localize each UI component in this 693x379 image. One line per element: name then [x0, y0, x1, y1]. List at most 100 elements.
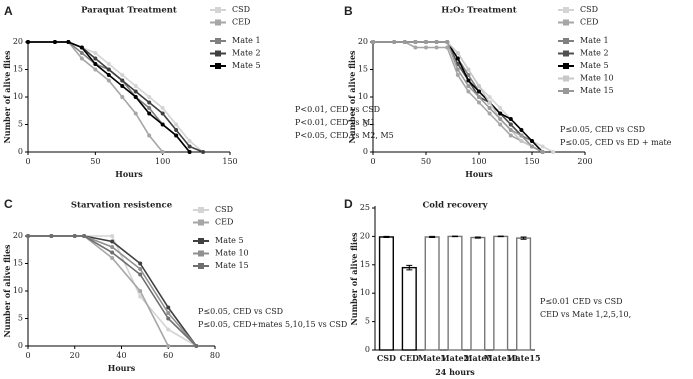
point: [160, 122, 165, 127]
point: [93, 67, 98, 72]
point: [540, 150, 545, 154]
legend-label: CED: [232, 18, 250, 27]
point: [26, 40, 30, 44]
series-line: [28, 41, 191, 153]
point: [166, 311, 171, 315]
point: [93, 56, 98, 61]
panel-label: D: [344, 197, 353, 211]
legend-marker: [563, 38, 569, 44]
legend-marker: [198, 263, 204, 269]
point: [93, 51, 98, 55]
point: [120, 95, 125, 99]
legend-marker: [563, 88, 569, 94]
bar: [424, 236, 440, 351]
panel-label: A: [4, 4, 13, 18]
legend-label: Mate 15: [215, 261, 249, 270]
x-tick-label: 150: [222, 157, 237, 166]
x-axis-label: Hours: [115, 169, 143, 179]
point: [445, 40, 450, 44]
x-tick-label: 100: [471, 157, 486, 166]
y-tick-label: 0: [365, 345, 370, 354]
x-tick-label: 0: [370, 157, 375, 166]
x-tick-label: Mate2: [441, 353, 469, 363]
y-tick-label: 0: [363, 147, 368, 156]
legend-marker: [215, 19, 221, 26]
error-bar: [383, 235, 390, 239]
point: [508, 133, 513, 138]
y-tick-label: 10: [360, 288, 370, 297]
legend-label: Mate 5: [580, 61, 609, 70]
annotation: P<0.05, CED vs M2, M5: [295, 131, 394, 140]
point: [138, 261, 143, 266]
legend-label: CSD: [580, 5, 598, 14]
x-tick-label: 80: [210, 351, 220, 360]
series-line: [373, 41, 543, 153]
point: [106, 62, 111, 66]
y-tick-label: 10: [13, 92, 23, 101]
point: [498, 111, 503, 116]
x-tick-label: 0: [25, 157, 30, 166]
point: [530, 144, 534, 149]
point: [66, 40, 71, 44]
point: [477, 95, 481, 99]
x-tick-label: Mate5: [464, 353, 492, 363]
annotation: P≤0.05, CED vs CSD: [198, 307, 283, 316]
annotation: P<0.01, CED vs M1: [295, 118, 375, 127]
x-tick-label: CSD: [377, 353, 396, 363]
y-axis-label: Number of alive flies: [347, 50, 357, 144]
x-tick-label: 200: [577, 157, 592, 166]
x-tick-label: 20: [70, 351, 80, 360]
chart-title: Cold recovery: [422, 201, 488, 211]
point: [424, 45, 428, 50]
point: [174, 128, 179, 132]
y-tick-label: 5: [18, 314, 23, 323]
point: [120, 84, 125, 88]
point: [120, 73, 125, 77]
legend-marker: [563, 7, 569, 13]
x-tick-label: 60: [163, 351, 173, 360]
legend-label: Mate 1: [232, 36, 261, 45]
y-tick-label: 20: [360, 231, 370, 240]
y-axis-label: Number of alive flies: [2, 50, 12, 144]
point: [392, 40, 397, 44]
point: [434, 40, 439, 44]
x-tick-label: 0: [25, 351, 30, 360]
point: [466, 73, 471, 77]
y-tick-label: 5: [365, 317, 370, 326]
series-line: [28, 41, 191, 153]
point: [519, 128, 524, 132]
point: [147, 111, 152, 116]
panel-label: B: [344, 4, 353, 18]
point: [174, 133, 179, 138]
legend-marker: [215, 7, 221, 13]
error-bar: [520, 236, 527, 240]
point: [487, 106, 492, 110]
point: [187, 144, 192, 149]
point: [508, 128, 513, 132]
legend-marker: [563, 63, 569, 69]
error-bar: [474, 236, 481, 239]
point: [174, 122, 179, 127]
legend-marker: [198, 207, 204, 213]
y-tick-label: 5: [18, 120, 23, 129]
point: [455, 73, 460, 77]
x-tick-label: 50: [90, 157, 100, 166]
x-tick-label: 40: [116, 351, 126, 360]
chart-title: Starvation resistence: [71, 201, 173, 211]
y-tick-label: 10: [13, 286, 23, 295]
annotation: P≤0.01 CED vs CSD: [540, 297, 623, 306]
point: [466, 84, 471, 88]
series-line: [373, 41, 543, 153]
point: [160, 150, 165, 154]
point: [160, 111, 165, 116]
y-tick-label: 15: [13, 65, 23, 74]
annotation: P≤0.05, CED vs CSD: [560, 125, 645, 134]
error-bar: [429, 235, 436, 239]
y-tick-label: 20: [13, 37, 23, 46]
point: [477, 84, 481, 88]
point: [160, 106, 165, 110]
point: [49, 234, 54, 238]
point: [166, 327, 171, 332]
legend-marker: [215, 50, 221, 57]
